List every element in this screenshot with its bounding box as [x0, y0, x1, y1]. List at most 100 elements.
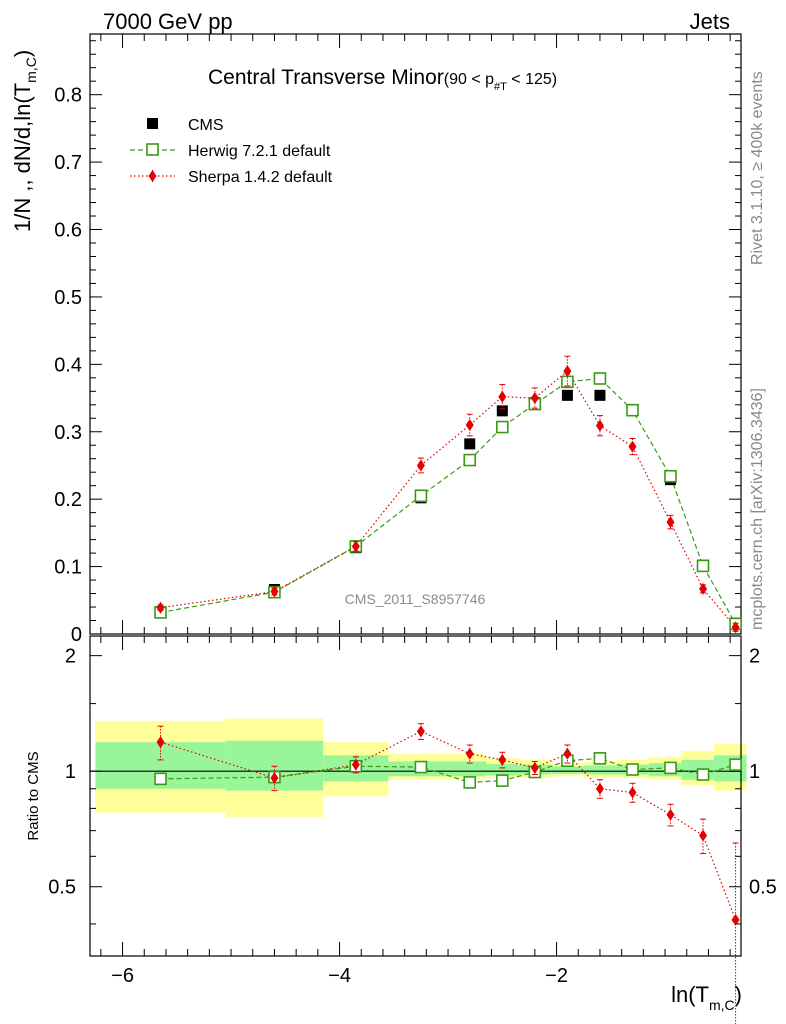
upper-y-tick-label: 0 [71, 624, 82, 646]
herwig-ratio-point [414, 760, 428, 774]
upper-y-axis-label: 1/N ,, dN/d,ln(Tm,C) [10, 50, 39, 232]
sherpa-ratio-point [351, 758, 360, 771]
x-tick-label: −6 [111, 965, 134, 987]
upper-y-label-main: 1/N ,, dN/d,ln(T [10, 83, 35, 232]
herwig-ratio-point [495, 774, 509, 787]
sherpa-ratio-point [731, 913, 740, 926]
sherpa-point [530, 392, 539, 405]
sherpa-ratio-point [699, 829, 708, 842]
ratio-y-tick-label-left: 0.5 [48, 877, 76, 899]
sherpa-ratio-point [270, 771, 279, 784]
header-right: Jets [690, 9, 730, 34]
ratio-y-tick-label-left: 1 [65, 761, 76, 783]
ratio-y-tick-label-right: 1 [749, 761, 760, 783]
sherpa-point [465, 419, 474, 432]
upper-y-tick-label: 0.4 [54, 354, 82, 376]
x-label-end: ) [735, 982, 742, 1007]
ratio-series-layer [154, 723, 742, 1024]
sherpa-ratio-point [498, 753, 507, 766]
herwig-ratio-point [664, 761, 677, 775]
cms-point [561, 389, 573, 401]
sherpa-point [498, 390, 507, 403]
sherpa-ratio-point [595, 782, 604, 795]
herwig-ratio-point [593, 752, 607, 765]
x-axis-label: ln(Tm,C) [671, 982, 742, 1013]
herwig-point [593, 372, 607, 385]
band-green [583, 765, 617, 775]
x-tick-label: −2 [545, 965, 568, 987]
x-label-main: ln(T [671, 982, 709, 1007]
sherpa-point [595, 419, 604, 432]
plot-title: Central Transverse Minor(90 < p#T < 125) [208, 66, 557, 93]
plot-title-end: < 125) [507, 71, 557, 88]
sherpa-point [731, 621, 740, 634]
upper-y-tick-label: 0.1 [54, 557, 82, 579]
herwig-ratio-point [626, 763, 639, 776]
herwig-ratio-point [463, 776, 477, 789]
herwig-point [696, 559, 710, 573]
sherpa-ratio-point [530, 761, 539, 774]
ratio-y-axis-label: Ratio to CMS [25, 751, 42, 840]
upper-y-tick-label: 0.6 [54, 220, 82, 242]
band-green [486, 763, 519, 776]
header-left: 7000 GeV pp [103, 9, 233, 34]
plot-title-sub: #T [494, 81, 507, 93]
upper-series-layer [154, 355, 742, 634]
cms-point [464, 438, 476, 450]
sherpa-point [351, 540, 360, 553]
plot-title-suffix: (90 < p [444, 71, 494, 88]
ratio-y-tick-label-right: 0.5 [749, 877, 777, 899]
legend: CMS Herwig 7.2.1 default Sherpa 1.4.2 de… [130, 117, 333, 186]
herwig-line [160, 377, 737, 625]
ratio-y-tick-label-left: 2 [65, 646, 76, 668]
legend-sherpa-marker [148, 170, 157, 182]
sherpa-point [666, 516, 675, 529]
legend-cms-label: CMS [188, 117, 224, 134]
upper-y-tick-label: 0.5 [54, 287, 82, 309]
x-label-sub: m,C [709, 997, 735, 1013]
plot-title-main: Central Transverse Minor [208, 66, 444, 89]
upper-y-tick-label: 0.7 [54, 152, 82, 174]
sherpa-ratio-point [563, 747, 572, 760]
sherpa-point [416, 459, 425, 472]
cms-point [594, 389, 606, 401]
legend-sherpa-label: Sherpa 1.4.2 default [188, 169, 333, 186]
sherpa-point [156, 601, 165, 614]
sherpa-line [160, 370, 737, 628]
sherpa-ratio-point [666, 808, 675, 821]
cms-point [496, 405, 508, 417]
herwig-point [626, 403, 639, 417]
legend-herwig-label: Herwig 7.2.1 default [188, 143, 331, 160]
upper-y-tick-label: 0.2 [54, 489, 82, 511]
upper-y-tick-label: 0.8 [54, 85, 82, 107]
sherpa-point [270, 585, 279, 598]
upper-plot-frame: 0 0.1 0.2 0.3 0.4 0.5 0.6 0.7 0.8 [54, 33, 742, 646]
herwig-ratio-point [154, 772, 167, 786]
upper-y-label-end: ) [10, 50, 35, 57]
band-green [551, 766, 584, 774]
band-green [388, 761, 487, 777]
ratio-axes-box [89, 635, 742, 957]
herwig-point [495, 420, 509, 434]
herwig-point [414, 489, 428, 503]
herwig-ratio-point [729, 758, 742, 771]
sherpa-point [628, 440, 637, 453]
x-tick-label: −4 [328, 965, 351, 987]
analysis-watermark: CMS_2011_S8957746 [345, 591, 486, 607]
rivet-version-label: Rivet 3.1.10, ≥ 400k events [749, 71, 766, 265]
herwig-ratio-point [696, 768, 710, 781]
sherpa-ratio-point [465, 747, 474, 760]
sherpa-ratio-point [416, 725, 425, 738]
legend-herwig-marker [146, 143, 159, 156]
upper-axes-box [89, 33, 742, 635]
sherpa-point [699, 582, 708, 595]
herwig-point [463, 453, 477, 467]
sherpa-ratio-point [156, 736, 165, 749]
upper-y-tick-label: 0.3 [54, 422, 82, 444]
ratio-y-tick-label-right: 2 [749, 646, 760, 668]
sherpa-point [563, 365, 572, 378]
mcplots-label: mcplots.cern.ch [arXiv:1306.3436] [749, 388, 766, 630]
sherpa-ratio-point [628, 786, 637, 799]
upper-y-label-sub: m,C [23, 57, 39, 83]
